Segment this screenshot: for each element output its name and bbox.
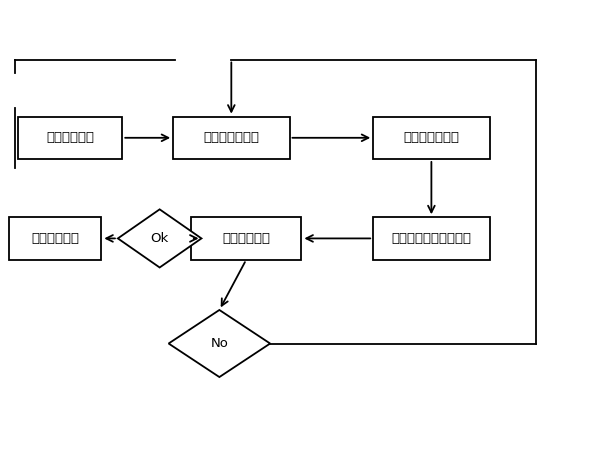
Bar [173, 117, 290, 159]
Bar [373, 117, 490, 159]
Text: Ok: Ok [151, 232, 169, 245]
Text: 更换料斗振动器: 更换料斗振动器 [203, 131, 259, 144]
Bar [373, 217, 490, 260]
Text: 检查配料强度: 检查配料强度 [222, 232, 270, 245]
Bar [18, 117, 122, 159]
Text: 进行下一工序: 进行下一工序 [31, 232, 79, 245]
Bar [191, 217, 301, 260]
Text: 加高加固料斗: 加高加固料斗 [46, 131, 94, 144]
Text: No: No [211, 337, 229, 350]
Text: 单个料斗逐一调试运行: 单个料斗逐一调试运行 [391, 232, 472, 245]
Polygon shape [169, 310, 270, 377]
Bar [9, 217, 101, 260]
Text: 更换计量电动机: 更换计量电动机 [403, 131, 460, 144]
Polygon shape [118, 209, 202, 267]
